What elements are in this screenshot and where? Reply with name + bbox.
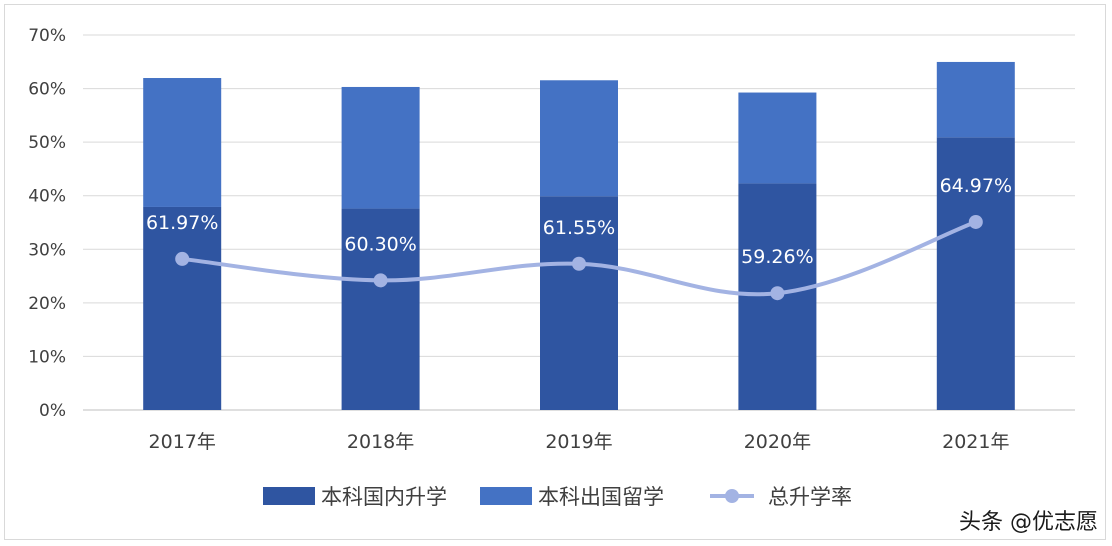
y-tick-label: 0% [39, 401, 66, 421]
legend-marker [725, 489, 739, 503]
y-tick-label: 10% [28, 347, 66, 367]
y-tick-label: 70% [28, 26, 66, 46]
legend-swatch [480, 487, 532, 505]
x-tick-label: 2020年 [744, 431, 811, 453]
bar-domestic [936, 137, 1015, 411]
data-label: 59.26% [741, 246, 813, 268]
total-rate-line [175, 214, 983, 301]
watermark-text: 头条 @优志愿 [959, 510, 1098, 535]
bar-abroad [738, 92, 817, 184]
bar-domestic [540, 196, 618, 410]
data-label: 61.55% [543, 217, 615, 239]
y-tick-label: 40% [28, 187, 66, 207]
bar-abroad [341, 86, 420, 209]
bar-abroad [143, 78, 222, 207]
line-point [968, 214, 983, 229]
bars [143, 61, 1015, 411]
legend-swatch [263, 487, 315, 505]
legend-label: 本科国内升学 [321, 485, 447, 509]
x-axis: 2017年 2018年 2019年 2020年 2021年 [149, 431, 1010, 453]
line-point [572, 256, 586, 271]
x-tick-label: 2017年 [149, 431, 216, 453]
line-point [770, 286, 785, 301]
line-point [175, 251, 190, 266]
legend-label: 总升学率 [768, 485, 852, 509]
data-label: 64.97% [940, 175, 1012, 197]
bar-domestic [143, 206, 222, 410]
legend: 本科国内升学 本科出国留学 总升学率 [263, 485, 852, 509]
data-label: 60.30% [344, 233, 416, 255]
x-tick-label: 2018年 [347, 431, 414, 453]
x-tick-label: 2019年 [545, 431, 612, 453]
bar-abroad [540, 80, 618, 197]
bar-domestic [341, 208, 420, 410]
y-tick-label: 20% [28, 294, 66, 314]
legend-label: 本科出国留学 [538, 485, 664, 509]
y-tick-label: 60% [28, 80, 66, 100]
line-point [373, 273, 388, 288]
bar-abroad [936, 61, 1015, 138]
data-label: 61.97% [146, 212, 218, 234]
y-tick-label: 50% [28, 133, 66, 153]
data-labels: 61.97% 60.30% 61.55% 59.26% 64.97% [146, 175, 1012, 268]
x-tick-label: 2021年 [942, 431, 1009, 453]
y-tick-label: 30% [28, 240, 66, 260]
y-axis: 0% 10% 20% 30% 40% 50% 60% 70% [28, 26, 66, 421]
